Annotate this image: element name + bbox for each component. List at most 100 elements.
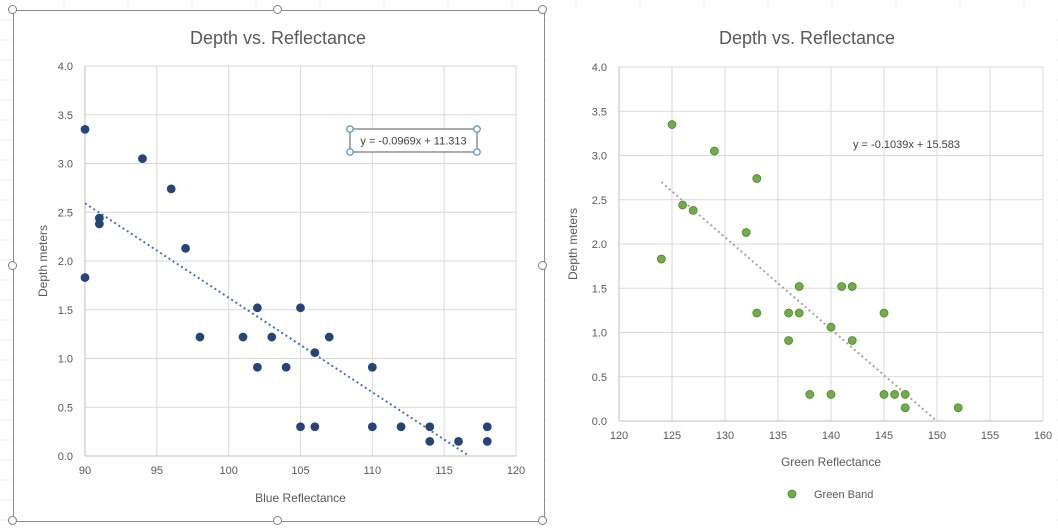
data-point (953, 403, 963, 413)
y-axis-title: Depth meters (566, 208, 580, 280)
legend-label: Green Band (814, 489, 873, 501)
x-tick-label: 115 (435, 465, 453, 477)
data-point (794, 282, 804, 291)
data-point (80, 273, 90, 282)
data-point (425, 422, 435, 432)
data-point (847, 336, 857, 345)
data-point (80, 124, 90, 134)
green-chart-svg: 0.0 0.5 1.0 1.5 2.0 2.5 3.0 3.5 4.0 120 125 130 135 1… (566, 28, 1052, 501)
x-tick-label: 120 (610, 430, 628, 442)
trendline-label-box (349, 128, 478, 153)
data-point (741, 228, 751, 237)
data-point (238, 332, 248, 342)
resize-handle-middle-left[interactable] (8, 261, 17, 270)
resize-handle-top-left[interactable] (8, 5, 17, 14)
label-selection-handle (473, 148, 481, 156)
data-point (281, 362, 291, 372)
trendline (84, 202, 470, 457)
y-tick-label: 3.5 (58, 110, 73, 122)
data-point (166, 184, 176, 194)
label-selection-handle (346, 125, 354, 133)
resize-handle-top-middle[interactable] (273, 5, 282, 14)
y-tick-label: 4.0 (592, 62, 607, 74)
data-point (784, 336, 794, 345)
data-point (847, 282, 857, 291)
y-tick-label: 1.5 (592, 283, 607, 295)
y-tick-label: 0.0 (58, 451, 73, 463)
data-point (900, 390, 910, 399)
data-point (482, 422, 492, 432)
x-tick-label: 150 (928, 430, 946, 442)
data-point (310, 422, 320, 432)
data-point (794, 308, 804, 318)
y-tick-label: 3.0 (592, 151, 607, 163)
resize-handle-middle-right[interactable] (538, 261, 547, 270)
data-point (454, 436, 463, 446)
label-selection-handle (473, 125, 481, 133)
trendline-equation: y = -0.0969x + 11.313 (360, 136, 466, 148)
y-axis-title: Depth meters (36, 225, 50, 297)
data-point (367, 362, 377, 372)
data-point (324, 332, 334, 342)
data-point (900, 403, 910, 413)
green-reflectance-chart[interactable]: 0.0 0.5 1.0 1.5 2.0 2.5 3.0 3.5 4.0 120 125 130 135 1… (547, 10, 1055, 524)
x-axis-title: Blue Reflectance (255, 491, 346, 505)
chart-title: Depth vs. Reflectance (719, 28, 895, 48)
data-point (310, 348, 320, 358)
y-tick-label: 1.0 (58, 354, 73, 366)
data-point (890, 390, 900, 399)
x-tick-label: 145 (875, 430, 893, 442)
data-point (879, 308, 889, 318)
trendline-equation: y = -0.1039x + 15.583 (853, 139, 960, 151)
data-point (396, 422, 406, 432)
data-point (837, 282, 847, 291)
resize-handle-top-right[interactable] (538, 5, 547, 14)
y-tick-label: 2.5 (592, 195, 607, 207)
data-point (657, 254, 666, 264)
x-tick-label: 125 (663, 430, 681, 442)
data-point (296, 303, 305, 313)
y-tick-label: 0.5 (58, 402, 73, 414)
y-tick-label: 2.5 (58, 207, 73, 219)
x-tick-label: 135 (769, 430, 787, 442)
y-tick-label: 3.5 (592, 106, 607, 118)
data-point (482, 436, 492, 446)
data-point (425, 436, 435, 446)
x-tick-label: 155 (981, 430, 999, 442)
y-tick-label: 2.0 (58, 256, 73, 268)
data-point (252, 362, 262, 372)
x-tick-label: 95 (151, 465, 163, 477)
trendline (660, 181, 938, 422)
legend-marker (787, 489, 797, 499)
x-tick-label: 120 (507, 465, 525, 477)
y-tick-label: 0.5 (592, 372, 607, 384)
x-tick-label: 100 (219, 465, 237, 477)
blue-reflectance-chart[interactable]: 0.0 0.5 1.0 1.5 2.0 2.5 3.0 3.5 4.0 90 95 100 105 110… (13, 10, 545, 522)
data-point (667, 120, 677, 129)
chart-title: Depth vs. Reflectance (190, 28, 366, 48)
data-point (688, 205, 698, 215)
y-tick-label: 1.5 (58, 305, 73, 317)
data-point (267, 332, 277, 342)
data-point (752, 308, 762, 318)
x-tick-label: 140 (822, 430, 840, 442)
data-point (784, 308, 794, 318)
y-tick-label: 0.0 (592, 416, 607, 428)
x-tick-label: 110 (364, 465, 382, 477)
data-point (879, 390, 889, 399)
x-tick-label: 160 (1034, 430, 1052, 442)
y-tick-label: 2.0 (592, 239, 607, 251)
data-point (709, 146, 719, 156)
y-tick-label: 4.0 (58, 61, 73, 73)
blue-chart-svg: 0.0 0.5 1.0 1.5 2.0 2.5 3.0 3.5 4.0 90 95 100 105 110… (36, 28, 525, 505)
data-point (805, 390, 815, 399)
data-point (296, 422, 305, 432)
data-point (195, 332, 205, 342)
y-tick-label: 3.0 (58, 159, 73, 171)
x-axis-title: Green Reflectance (781, 455, 881, 469)
y-tick-label: 1.0 (592, 328, 607, 340)
data-point (752, 174, 762, 183)
data-point (252, 303, 262, 313)
x-tick-label: 105 (291, 465, 309, 477)
data-point (678, 200, 688, 210)
